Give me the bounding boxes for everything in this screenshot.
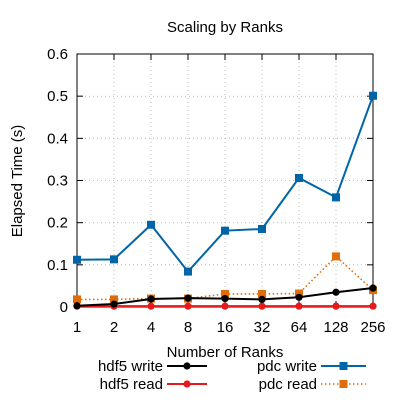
pdc-write-point [110, 255, 118, 264]
hdf5-read-point [258, 302, 266, 310]
hdf5-write-point [258, 295, 266, 304]
x-tick-label: 256 [360, 319, 385, 336]
y-tick-label: 0.2 [47, 215, 68, 232]
pdc-write-point [184, 267, 192, 276]
grid-lines [77, 54, 373, 307]
pdc-write-point [258, 224, 266, 233]
y-tick-label: 0 [60, 299, 68, 316]
x-tick-label: 4 [147, 319, 155, 336]
x-tick-label: 8 [184, 319, 192, 336]
hdf5-read-point [369, 302, 377, 310]
legend-item-hdf5-read: hdf5 read [100, 376, 207, 393]
hdf5-read-point [295, 302, 303, 310]
y-axis-title: Elapsed Time (s) [9, 125, 26, 238]
hdf5-write-point [369, 284, 377, 292]
hdf5-write-point [73, 302, 81, 310]
x-tick-label: 16 [217, 319, 234, 336]
pdc-read-point [221, 289, 229, 298]
x-tick-label: 2 [110, 319, 118, 336]
legend-label: pdc write [257, 358, 317, 375]
hdf5-write-point [332, 288, 340, 296]
legend-label: pdc read [259, 376, 317, 393]
legend-label: hdf5 write [98, 358, 163, 375]
plot-axes [76, 53, 374, 308]
pdc-write-point [73, 255, 81, 264]
x-tick-label: 64 [291, 319, 308, 336]
pdc-read-point [73, 295, 81, 304]
pdc-read-point [110, 295, 118, 304]
hdf5-write-point [221, 294, 229, 303]
pdc-write-point [295, 173, 303, 182]
legend-swatch-marker [183, 362, 191, 370]
x-tick-label: 128 [323, 319, 348, 336]
tick-labels: 0 0.1 0.2 0.3 0.4 0.5 0.6 1 2 4 8 16 32 64 128 256 [47, 46, 385, 336]
data-series [73, 91, 377, 310]
pdc-read-point [258, 289, 266, 298]
chart-title: Scaling by Ranks [167, 19, 283, 36]
y-tick-label: 0.6 [47, 46, 68, 63]
x-tick-label: 32 [254, 319, 271, 336]
legend-swatch-marker [183, 380, 191, 388]
hdf5-read-point [147, 302, 155, 310]
hdf5-write-point [110, 300, 118, 308]
x-tick-label: 1 [73, 319, 81, 336]
pdc-write-point [221, 226, 229, 235]
legend-item-pdc-read: pdc read [259, 376, 366, 393]
y-tick-label: 0.3 [47, 173, 68, 190]
hdf5-read-point [184, 302, 192, 310]
hdf5-write-point [184, 294, 192, 302]
hdf5-read-point [332, 302, 340, 310]
legend-swatch-marker [339, 362, 348, 370]
pdc-read-point [295, 289, 303, 298]
legend-item-pdc-write: pdc write [257, 358, 366, 375]
legend-label: hdf5 read [100, 376, 163, 393]
hdf5-write-point [147, 295, 155, 303]
pdc-read-point [332, 252, 340, 261]
hdf5-read-point [221, 302, 229, 310]
y-tick-label: 0.1 [47, 257, 68, 274]
legend-swatch-marker [339, 380, 348, 388]
pdc-write-point [332, 193, 340, 202]
legend-item-hdf5-write: hdf5 write [98, 358, 207, 375]
pdc-write-series [73, 91, 377, 276]
x-axis-title: Number of Ranks [167, 344, 284, 361]
y-tick-label: 0.5 [47, 88, 68, 105]
hdf5-write-series [73, 284, 377, 310]
pdc-write-point [369, 91, 377, 100]
hdf5-write-point [295, 293, 303, 301]
pdc-write-point [147, 220, 155, 229]
y-tick-label: 0.4 [47, 130, 68, 147]
